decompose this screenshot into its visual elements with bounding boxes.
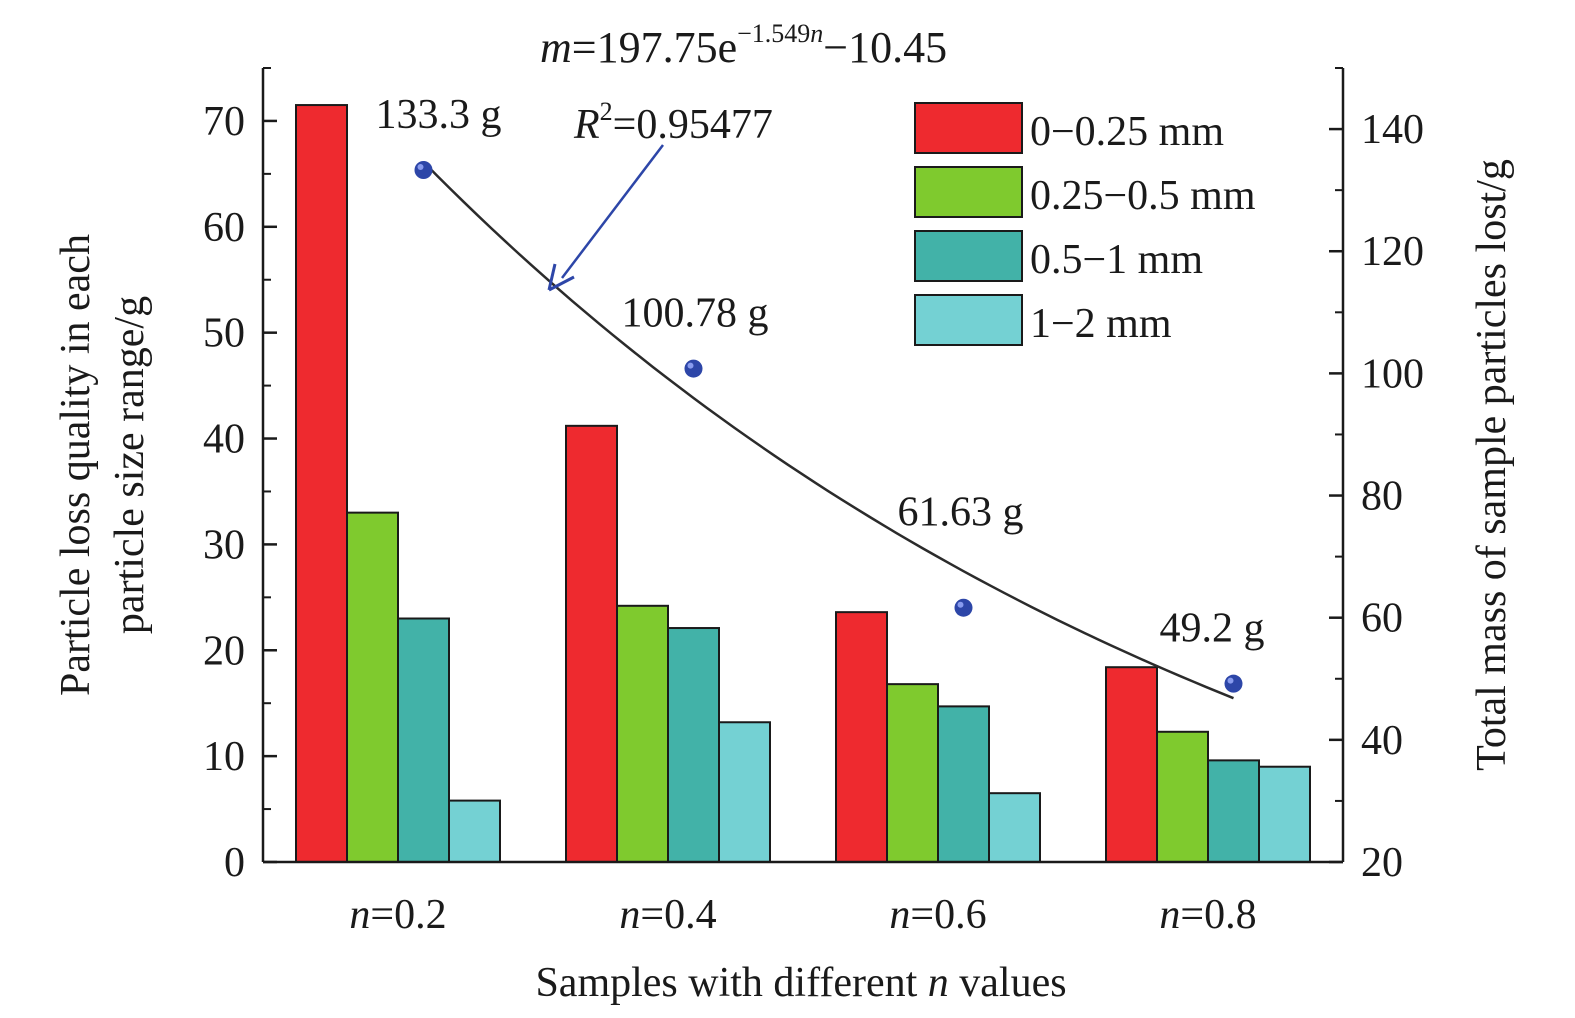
legend-swatch-2 — [914, 166, 1023, 218]
y-tick-label-70: 70 — [203, 99, 245, 145]
y2-tick-label-140: 140 — [1361, 107, 1424, 153]
x-tick-label-2: n=0.4 — [619, 892, 716, 938]
legend: 0−0.25 mm 0.25−0.5 mm 0.5−1 mm 1−2 mm — [914, 102, 1256, 347]
y2-tick-label-40: 40 — [1361, 718, 1403, 764]
bar-4-n=0.2 — [448, 799, 501, 864]
bar-3-n=0.4 — [667, 627, 720, 863]
total-mass-label-1: 133.3 g — [376, 92, 502, 138]
y2-tick-label-60: 60 — [1361, 596, 1403, 642]
bar-4-n=0.8 — [1258, 765, 1311, 863]
bar-3-n=0.6 — [937, 705, 990, 863]
total-mass-point-4 — [1224, 674, 1243, 693]
total-mass-point-highlight-1 — [417, 163, 424, 170]
x-tick-label-4: n=0.8 — [1159, 892, 1256, 938]
y2-tick-label-80: 80 — [1361, 474, 1403, 520]
total-mass-point-2 — [684, 359, 703, 378]
fit-layer: 133.3 g 100.78 g 61.63 g 49.2 g — [376, 92, 1265, 700]
bar-1-n=0.2 — [295, 104, 348, 863]
bar-1-n=0.8 — [1105, 666, 1158, 863]
total-mass-point-highlight-2 — [687, 362, 694, 369]
y2-tick-label-20: 20 — [1361, 840, 1403, 886]
bar-3-n=0.8 — [1207, 759, 1260, 863]
y-tick-label-60: 60 — [203, 205, 245, 251]
legend-label-4: 1−2 mm — [1030, 301, 1172, 347]
y-tick-label-50: 50 — [203, 311, 245, 357]
fit-curve — [422, 161, 1234, 700]
bar-2-n=0.2 — [346, 511, 399, 863]
y-tick-label-40: 40 — [203, 417, 245, 463]
bars-layer — [295, 104, 1311, 864]
y-axis-title: Particle loss quality in each particle s… — [53, 234, 153, 696]
y2-axis-title: Total mass of sample particles lost/g — [1469, 159, 1515, 771]
y-tick-label-30: 30 — [203, 522, 245, 568]
total-mass-point-3 — [954, 598, 973, 617]
total-mass-label-4: 49.2 g — [1160, 606, 1265, 652]
fit-equation: m=197.75e−1.549n−10.45 — [540, 19, 947, 72]
total-mass-point-highlight-3 — [957, 601, 964, 608]
x-axis-title: Samples with different n values — [535, 960, 1066, 1006]
legend-label-1: 0−0.25 mm — [1030, 109, 1224, 155]
legend-label-2: 0.25−0.5 mm — [1030, 173, 1256, 219]
axes-layer: 0 10 20 30 40 50 60 70 20 40 60 80 100 120 140 n=0.2 n=0… — [203, 67, 1424, 938]
legend-swatch-4 — [914, 294, 1023, 346]
total-mass-point-1 — [414, 160, 433, 179]
fit-arrow — [547, 144, 664, 292]
x-tick-label-1: n=0.2 — [349, 892, 446, 938]
total-mass-label-2: 100.78 g — [622, 291, 769, 337]
bar-2-n=0.6 — [886, 683, 939, 863]
bar-4-n=0.6 — [988, 792, 1041, 863]
y-axis-title-line-1: Particle loss quality in each — [53, 234, 99, 696]
bar-2-n=0.8 — [1156, 730, 1209, 863]
x-tick-label-3: n=0.6 — [889, 892, 986, 938]
y2-tick-label-120: 120 — [1361, 229, 1424, 275]
bar-2-n=0.4 — [616, 604, 669, 863]
bar-4-n=0.4 — [718, 721, 771, 863]
y-tick-label-0: 0 — [224, 840, 245, 886]
total-mass-point-highlight-4 — [1227, 677, 1234, 684]
total-mass-label-3: 61.63 g — [898, 490, 1024, 536]
y-tick-label-10: 10 — [203, 734, 245, 780]
bar-1-n=0.4 — [565, 424, 618, 863]
y2-tick-label-100: 100 — [1361, 351, 1424, 397]
legend-swatch-1 — [914, 102, 1023, 154]
legend-swatch-3 — [914, 230, 1023, 282]
y-tick-label-20: 20 — [203, 628, 245, 674]
legend-label-3: 0.5−1 mm — [1030, 237, 1203, 283]
bar-1-n=0.6 — [835, 611, 888, 863]
bar-3-n=0.2 — [397, 617, 450, 863]
y-axis-title-line-2: particle size range/g — [107, 296, 153, 634]
fit-r-squared: R2=0.95477 — [573, 97, 773, 148]
